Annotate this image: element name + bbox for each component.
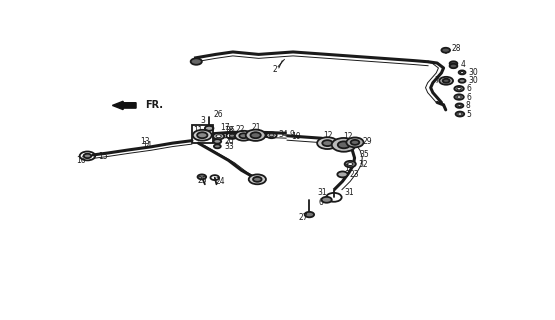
Circle shape bbox=[84, 154, 92, 158]
Circle shape bbox=[213, 133, 224, 140]
Text: 32: 32 bbox=[359, 160, 368, 169]
Circle shape bbox=[322, 140, 332, 146]
Text: 23: 23 bbox=[350, 170, 360, 179]
Circle shape bbox=[441, 48, 450, 53]
Text: 4: 4 bbox=[461, 60, 466, 69]
Text: 31: 31 bbox=[345, 188, 354, 197]
Circle shape bbox=[198, 174, 206, 179]
Text: 36: 36 bbox=[225, 126, 235, 135]
Circle shape bbox=[458, 113, 462, 115]
Circle shape bbox=[193, 130, 212, 141]
Text: 25: 25 bbox=[198, 176, 208, 185]
Text: 34: 34 bbox=[279, 130, 289, 139]
Text: 2: 2 bbox=[273, 65, 278, 74]
Text: 33: 33 bbox=[224, 142, 234, 151]
Circle shape bbox=[305, 212, 314, 217]
Text: 6: 6 bbox=[466, 84, 471, 93]
Text: 6: 6 bbox=[319, 198, 324, 207]
Text: 10: 10 bbox=[291, 132, 301, 141]
Circle shape bbox=[457, 87, 461, 90]
Text: 31: 31 bbox=[318, 188, 327, 197]
Text: 27: 27 bbox=[299, 213, 309, 222]
Text: 5: 5 bbox=[466, 109, 471, 118]
Text: 20: 20 bbox=[224, 137, 234, 146]
Circle shape bbox=[337, 172, 347, 177]
FancyArrow shape bbox=[112, 101, 136, 110]
Circle shape bbox=[249, 174, 266, 184]
Text: 6: 6 bbox=[466, 92, 471, 101]
Circle shape bbox=[450, 61, 457, 66]
Text: 35: 35 bbox=[360, 150, 370, 159]
Circle shape bbox=[214, 144, 221, 148]
Circle shape bbox=[456, 112, 464, 116]
Text: 30: 30 bbox=[468, 68, 478, 77]
Text: 14: 14 bbox=[143, 140, 152, 149]
Circle shape bbox=[455, 86, 464, 92]
Text: 15: 15 bbox=[98, 152, 108, 161]
Text: 16: 16 bbox=[77, 156, 86, 164]
Circle shape bbox=[458, 105, 461, 107]
Circle shape bbox=[229, 134, 235, 137]
Text: 12: 12 bbox=[323, 131, 332, 140]
Circle shape bbox=[338, 141, 350, 148]
Text: 24: 24 bbox=[215, 177, 225, 186]
Circle shape bbox=[253, 177, 261, 182]
Text: 17: 17 bbox=[220, 123, 230, 132]
Circle shape bbox=[458, 70, 466, 74]
Circle shape bbox=[351, 140, 359, 145]
Text: FR.: FR. bbox=[145, 100, 163, 110]
Text: 18: 18 bbox=[225, 126, 234, 135]
Circle shape bbox=[450, 64, 457, 68]
Circle shape bbox=[205, 126, 214, 131]
Circle shape bbox=[216, 135, 221, 138]
Circle shape bbox=[443, 79, 450, 83]
Text: 19: 19 bbox=[226, 132, 236, 141]
Circle shape bbox=[346, 138, 364, 147]
Text: 13: 13 bbox=[140, 137, 149, 146]
Circle shape bbox=[458, 79, 466, 83]
Circle shape bbox=[457, 96, 461, 98]
Bar bbox=[192, 125, 213, 143]
Text: 7: 7 bbox=[435, 76, 440, 85]
Circle shape bbox=[321, 197, 332, 203]
Circle shape bbox=[455, 94, 464, 100]
Text: 9: 9 bbox=[290, 130, 295, 139]
Circle shape bbox=[440, 77, 453, 85]
Circle shape bbox=[317, 137, 338, 149]
Text: 29: 29 bbox=[363, 137, 372, 146]
Circle shape bbox=[456, 103, 463, 108]
Circle shape bbox=[269, 134, 274, 137]
Circle shape bbox=[235, 131, 252, 141]
Circle shape bbox=[239, 133, 248, 138]
Text: 3: 3 bbox=[200, 116, 205, 125]
Circle shape bbox=[246, 130, 265, 141]
Circle shape bbox=[345, 161, 356, 167]
Text: 21: 21 bbox=[252, 123, 261, 132]
Text: 30: 30 bbox=[468, 76, 478, 85]
Text: 26: 26 bbox=[214, 110, 223, 119]
Circle shape bbox=[347, 163, 353, 165]
Text: 22: 22 bbox=[236, 125, 245, 134]
Circle shape bbox=[191, 58, 202, 65]
Text: 8: 8 bbox=[466, 101, 471, 110]
Circle shape bbox=[332, 138, 356, 152]
Circle shape bbox=[250, 132, 261, 138]
Text: 12: 12 bbox=[344, 132, 353, 141]
Text: 11: 11 bbox=[194, 126, 203, 135]
Circle shape bbox=[460, 71, 464, 73]
Circle shape bbox=[197, 132, 208, 138]
Text: 28: 28 bbox=[451, 44, 461, 53]
Circle shape bbox=[214, 139, 221, 144]
Text: 1: 1 bbox=[344, 164, 349, 173]
